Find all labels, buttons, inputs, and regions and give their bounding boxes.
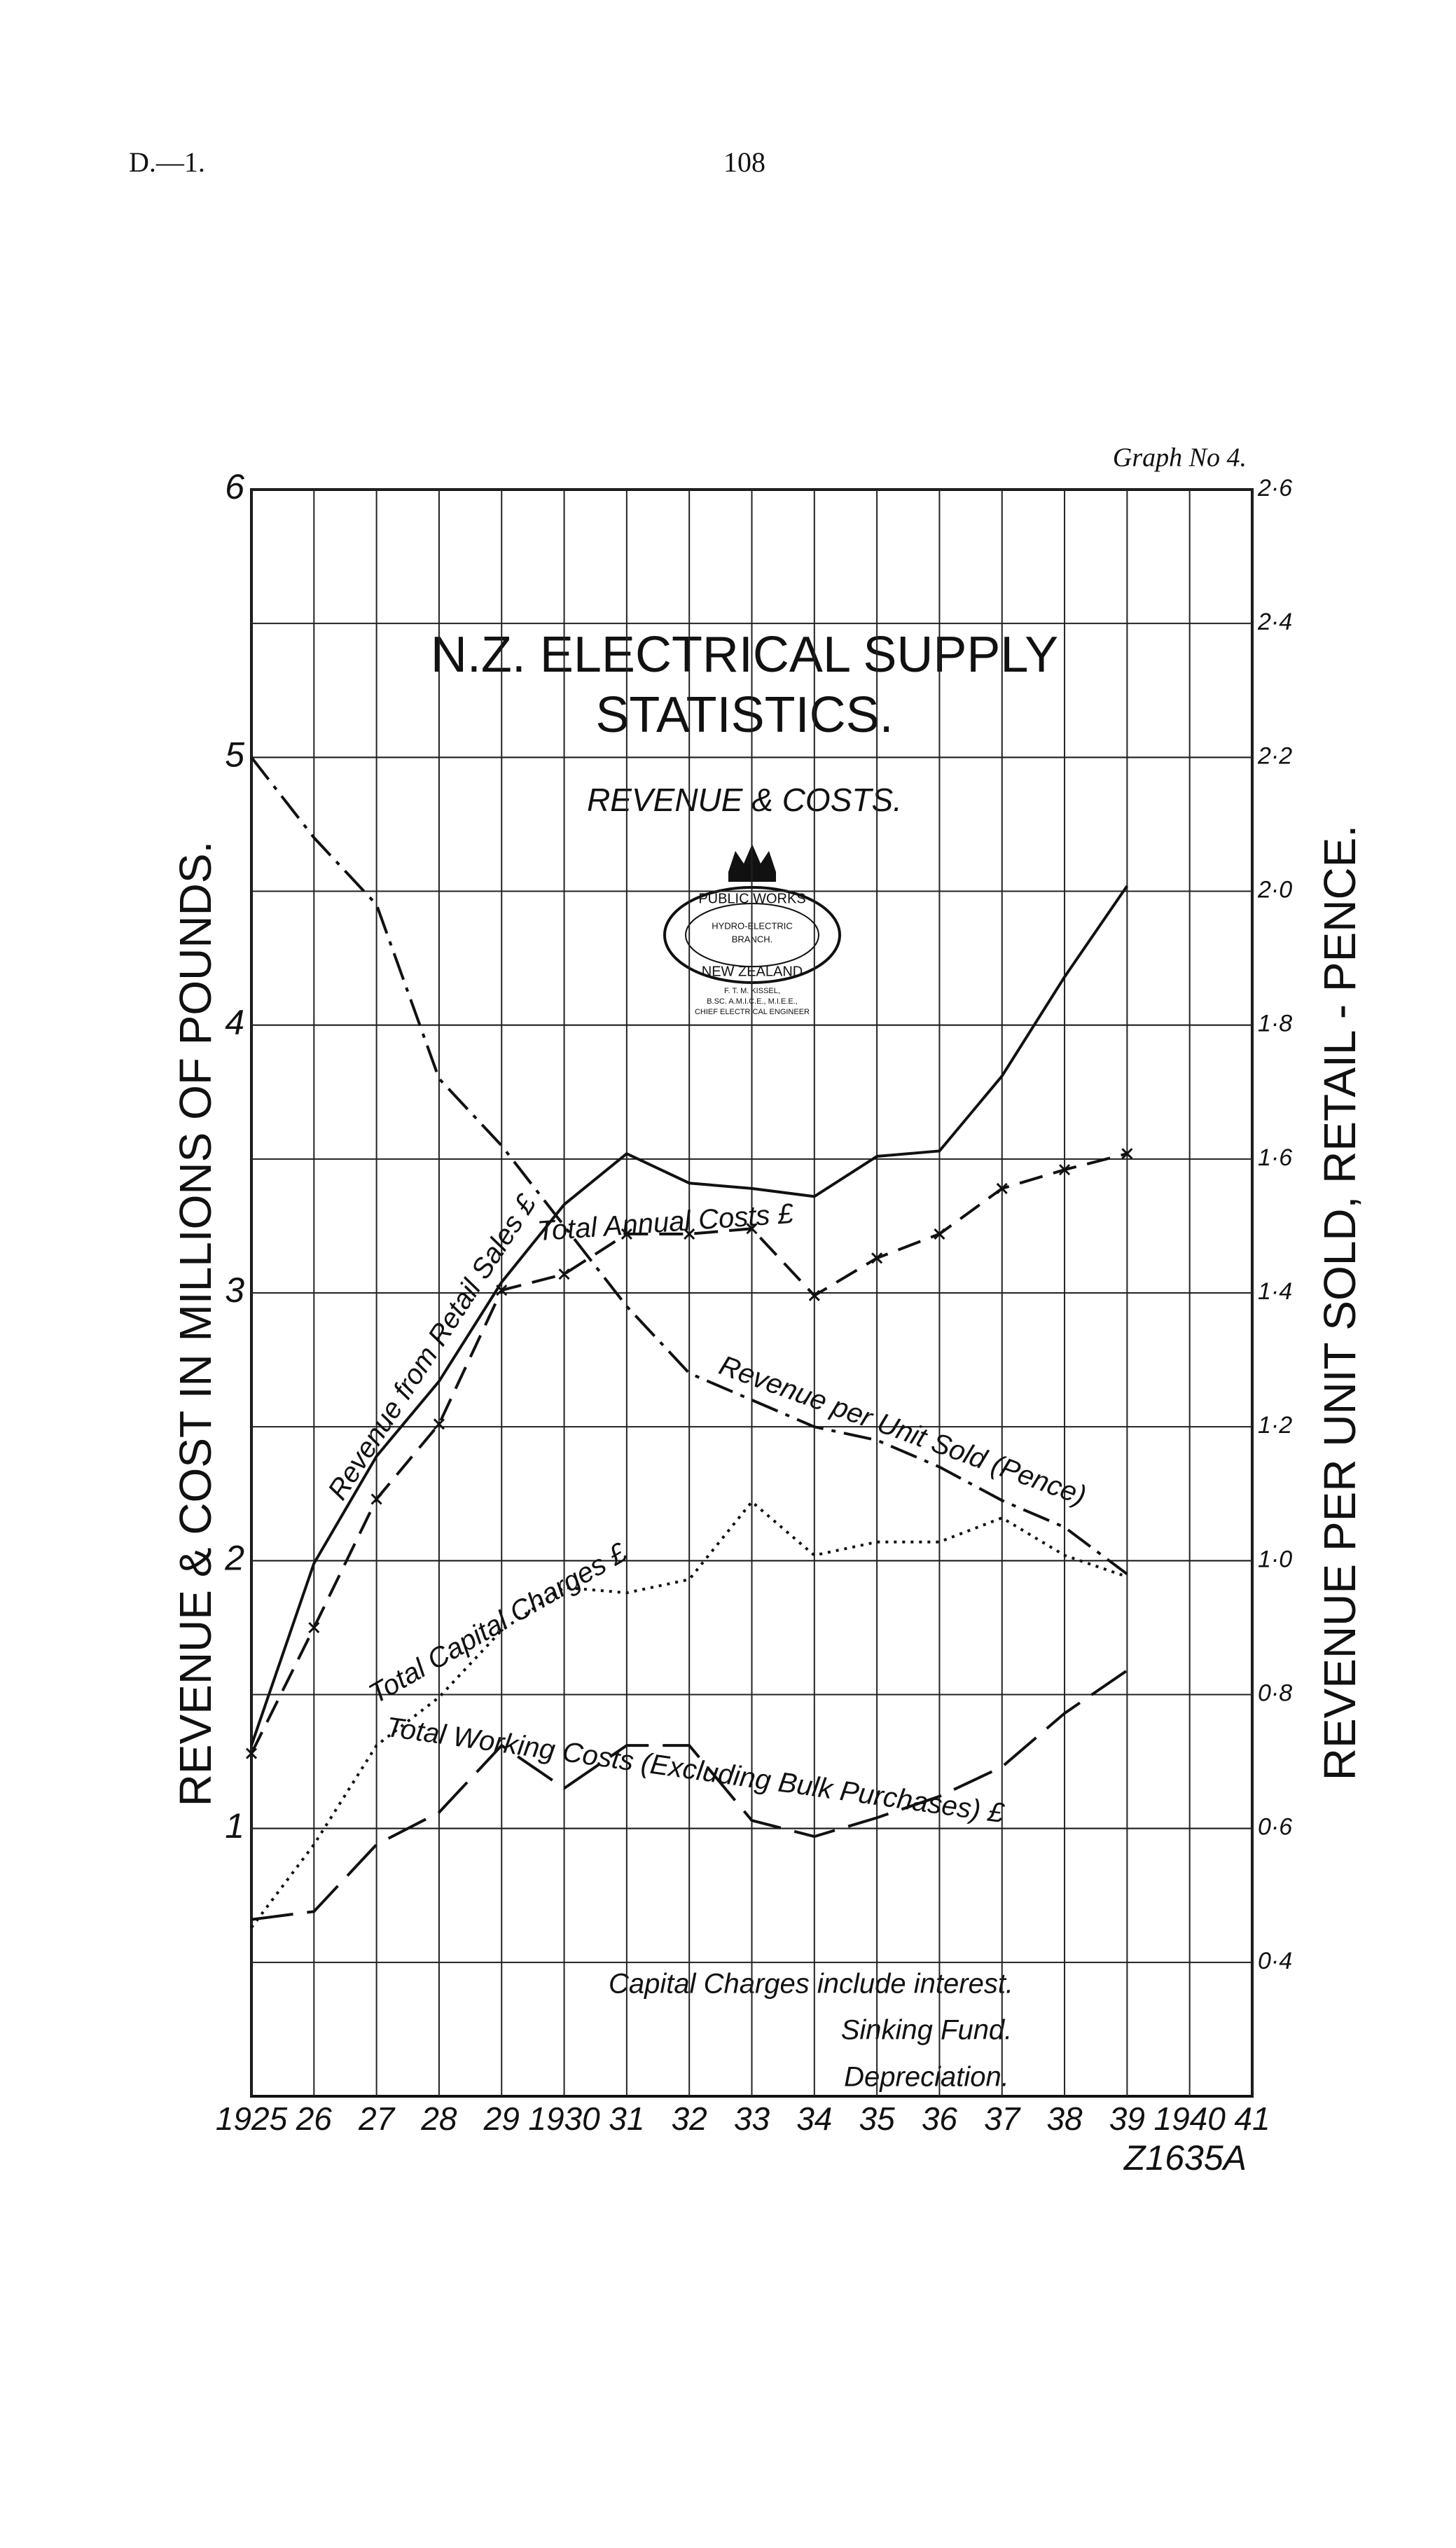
point-marker <box>934 1228 945 1240</box>
y2-tick-label: 0·8 <box>1258 1680 1292 1706</box>
x-tick-label: 39 <box>1109 2100 1145 2137</box>
point-marker <box>1058 1164 1071 1176</box>
x-tick-label: 1930 <box>528 2100 600 2137</box>
x-tick-label: 27 <box>358 2100 396 2137</box>
chart-subtitle: REVENUE & COSTS. <box>587 782 902 818</box>
point-marker <box>433 1418 445 1430</box>
graph-label: Graph No 4. <box>1113 443 1247 473</box>
note: Capital Charges include interest. <box>609 1969 1013 2000</box>
x-tick-label: 37 <box>984 2100 1021 2137</box>
x-tick-label: 35 <box>859 2100 896 2137</box>
x-tick-label: 26 <box>296 2100 333 2137</box>
x-tick-label: 31 <box>609 2100 644 2137</box>
note: Depreciation. <box>844 2062 1009 2093</box>
point-marker <box>245 1747 258 1759</box>
x-tick-label: 33 <box>734 2100 770 2137</box>
y2-axis-label: REVENUE PER UNIT SOLD, RETAIL - PENCE. <box>1315 825 1365 1780</box>
x-tick-label: 32 <box>672 2100 707 2137</box>
y2-tick-label: 1·6 <box>1258 1144 1292 1171</box>
point-marker <box>620 1228 632 1240</box>
y2-tick-label: 2·6 <box>1257 475 1292 501</box>
point-marker <box>496 1285 508 1296</box>
series-line <box>250 756 1128 1576</box>
series-line <box>251 1669 1128 1921</box>
x-tick-label: 29 <box>483 2100 520 2137</box>
note: Sinking Fund. <box>841 2015 1013 2046</box>
y2-tick-label: 0·4 <box>1258 1948 1292 1974</box>
point-marker <box>558 1268 570 1280</box>
point-marker <box>308 1621 320 1633</box>
y-tick-label: 1 <box>225 1806 244 1846</box>
chart-title: STATISTICS. <box>595 687 893 743</box>
x-tick-label: 38 <box>1046 2100 1083 2137</box>
y2-tick-label: 2·0 <box>1257 876 1292 903</box>
y-tick-label: 4 <box>225 1003 244 1042</box>
y-axis-label: REVENUE & COST IN MILLIONS OF POUNDS. <box>170 841 221 1807</box>
y2-tick-label: 1·4 <box>1258 1278 1292 1305</box>
header-code: D.—1. <box>129 146 205 178</box>
series-line <box>250 885 1129 1746</box>
point-marker <box>871 1252 883 1264</box>
series-line <box>250 1152 1128 1754</box>
x-tick-label: 1940 <box>1154 2100 1226 2137</box>
reference-code: Z1635A <box>1123 2138 1247 2177</box>
chart-title: N.Z. ELECTRICAL SUPPLY <box>431 627 1058 683</box>
y2-tick-label: 1·8 <box>1258 1011 1292 1037</box>
y-tick-label: 2 <box>224 1539 244 1578</box>
x-tick-label: 34 <box>796 2100 832 2137</box>
point-marker <box>808 1289 820 1301</box>
y2-tick-label: 2·4 <box>1257 609 1292 635</box>
point-marker <box>746 1223 758 1235</box>
y2-tick-label: 2·2 <box>1257 742 1292 769</box>
y-tick-label: 3 <box>225 1270 244 1310</box>
x-tick-label: 28 <box>420 2100 457 2137</box>
y2-tick-label: 1·2 <box>1258 1412 1292 1439</box>
y-tick-label: 6 <box>225 467 244 506</box>
point-marker <box>1121 1148 1133 1160</box>
point-marker <box>370 1493 382 1505</box>
point-marker <box>996 1182 1008 1194</box>
x-tick-label: 1925 <box>216 2100 288 2137</box>
y2-tick-label: 0·6 <box>1258 1814 1292 1841</box>
x-tick-label: 41 <box>1234 2100 1270 2137</box>
y2-tick-label: 1·0 <box>1258 1546 1292 1572</box>
page-number: 108 <box>723 146 765 178</box>
point-marker <box>684 1228 695 1240</box>
y-tick-label: 5 <box>225 735 244 775</box>
x-tick-label: 36 <box>922 2100 958 2137</box>
